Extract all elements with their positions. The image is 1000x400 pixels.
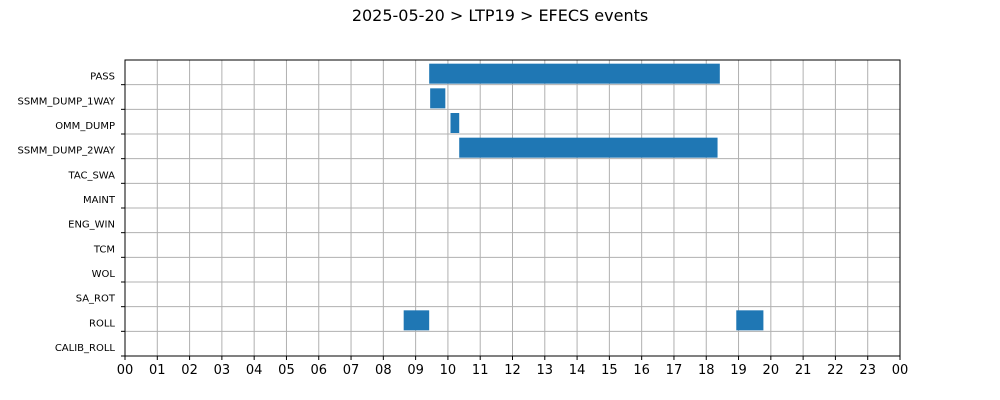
x-tick-label: 23 xyxy=(859,363,876,378)
x-tick-label: 18 xyxy=(698,363,715,378)
y-tick-label: ROLL xyxy=(89,318,115,329)
y-tick-label: ENG_WIN xyxy=(68,220,115,231)
y-tick-label: CALIB_ROLL xyxy=(55,343,116,354)
chart-title: 2025-05-20 > LTP19 > EFECS events xyxy=(351,6,649,25)
y-tick-label: PASS xyxy=(90,72,115,83)
event-bar-omm-dump xyxy=(450,113,460,133)
x-tick-label: 12 xyxy=(504,363,521,378)
x-tick-label: 14 xyxy=(569,363,586,378)
x-tick-label: 22 xyxy=(827,363,844,378)
x-tick-label: 03 xyxy=(214,363,231,378)
x-tick-label: 00 xyxy=(892,363,909,378)
x-tick-label: 01 xyxy=(149,363,166,378)
y-tick-label: MAINT xyxy=(83,195,116,206)
y-tick-label: SA_ROT xyxy=(76,294,116,305)
x-tick-label: 17 xyxy=(666,363,683,378)
x-tick-label: 15 xyxy=(601,363,618,378)
y-tick-label: TCM xyxy=(93,244,115,255)
x-tick-label: 11 xyxy=(472,363,489,378)
event-bar-roll xyxy=(736,310,764,331)
event-bar-ssmm-dump-2way xyxy=(459,137,718,158)
y-tick-label: WOL xyxy=(92,269,116,280)
x-tick-label: 00 xyxy=(117,363,134,378)
y-tick-label: OMM_DUMP xyxy=(55,121,115,132)
event-bar-pass xyxy=(429,63,720,84)
x-tick-label: 05 xyxy=(278,363,295,378)
y-tick-label: SSMM_DUMP_1WAY xyxy=(17,96,115,107)
x-tick-label: 07 xyxy=(343,363,360,378)
x-tick-label: 08 xyxy=(375,363,392,378)
bar-layer xyxy=(403,63,764,331)
x-tick-label: 02 xyxy=(181,363,198,378)
x-tick-label: 19 xyxy=(730,363,747,378)
x-tick-label: 06 xyxy=(310,363,327,378)
event-bar-roll xyxy=(403,310,430,331)
y-tick-label: TAC_SWA xyxy=(67,170,115,181)
x-tick-label: 10 xyxy=(440,363,457,378)
x-tick-label: 04 xyxy=(246,363,263,378)
axis-layer: PASS SSMM_DUMP_1WAY OMM_DUMP SSMM_DUMP_2WAY… xyxy=(17,59,909,378)
x-tick-label: 09 xyxy=(407,363,424,378)
x-tick-label: 16 xyxy=(633,363,650,378)
x-tick-label: 13 xyxy=(537,363,554,378)
y-tick-label: SSMM_DUMP_2WAY xyxy=(17,146,115,157)
x-tick-label: 20 xyxy=(763,363,780,378)
x-tick-label: 21 xyxy=(795,363,812,378)
event-bar-ssmm-dump-1way xyxy=(430,88,446,109)
grid-layer xyxy=(124,60,901,357)
